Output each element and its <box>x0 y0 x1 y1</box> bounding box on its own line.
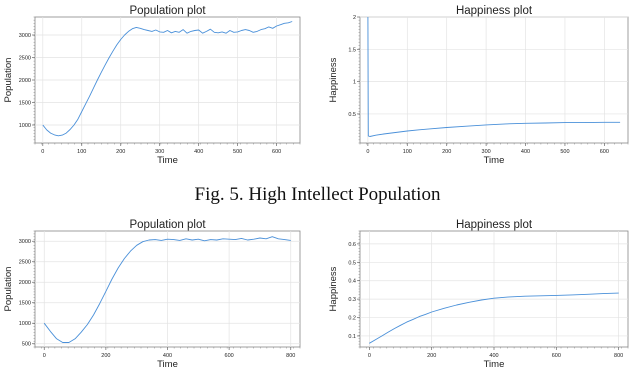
y-tick-label: 0.6 <box>348 242 356 248</box>
x-tick-label: 500 <box>560 149 569 155</box>
x-axis-label: Time <box>157 155 178 166</box>
y-tick-label: 2 <box>353 15 356 21</box>
y-tick-label: 0.3 <box>348 297 356 303</box>
y-tick-label: 2500 <box>19 260 31 266</box>
x-tick-label: 800 <box>286 353 295 359</box>
y-tick-label: 1500 <box>19 101 31 107</box>
x-tick-label: 0 <box>43 353 46 359</box>
y-tick-label: 500 <box>22 342 31 348</box>
x-axis-label: Time <box>157 359 178 370</box>
figure-caption: Fig. 5. High Intellect Population <box>0 184 635 206</box>
y-tick-label: 0.1 <box>348 334 356 340</box>
x-tick-label: 100 <box>403 149 412 155</box>
y-tick-label: 2500 <box>19 56 31 62</box>
x-tick-label: 800 <box>614 353 623 359</box>
chart-title: Happiness plot <box>456 5 533 17</box>
x-tick-label: 400 <box>521 149 530 155</box>
y-tick-label: 0.4 <box>348 279 356 285</box>
y-tick-label: 1000 <box>19 123 31 129</box>
x-tick-label: 200 <box>116 149 125 155</box>
y-tick-label: 1500 <box>19 301 31 307</box>
x-tick-label: 600 <box>225 353 234 359</box>
y-axis-label: Population <box>3 58 14 103</box>
x-tick-label: 100 <box>77 149 86 155</box>
y-tick-label: 0.5 <box>348 260 356 266</box>
y-axis-label: Happiness <box>328 57 339 102</box>
y-tick-label: 3000 <box>19 33 31 39</box>
x-tick-label: 500 <box>233 149 242 155</box>
chart-title: Population plot <box>129 5 206 17</box>
y-tick-label: 1 <box>353 80 356 86</box>
y-tick-label: 3000 <box>19 239 31 245</box>
x-tick-label: 0 <box>41 149 44 155</box>
y-axis-label: Happiness <box>328 266 339 311</box>
x-tick-label: 200 <box>442 149 451 155</box>
x-tick-label: 0 <box>368 353 371 359</box>
chart-title: Population plot <box>129 219 206 231</box>
x-tick-label: 200 <box>101 353 110 359</box>
y-tick-label: 0.5 <box>348 112 356 118</box>
y-axis-label: Population <box>3 267 14 312</box>
y-tick-label: 2000 <box>19 280 31 286</box>
x-axis-label: Time <box>484 155 505 166</box>
y-tick-label: 1.5 <box>348 47 356 53</box>
chart-title: Happiness plot <box>456 219 533 231</box>
x-tick-label: 600 <box>600 149 609 155</box>
y-tick-label: 2000 <box>19 78 31 84</box>
x-axis-label: Time <box>484 359 505 370</box>
x-tick-label: 600 <box>552 353 561 359</box>
x-tick-label: 600 <box>272 149 281 155</box>
x-tick-label: 200 <box>427 353 436 359</box>
x-tick-label: 400 <box>194 149 203 155</box>
x-tick-label: 0 <box>366 149 369 155</box>
y-tick-label: 1000 <box>19 321 31 327</box>
y-tick-label: 0.2 <box>348 316 356 322</box>
